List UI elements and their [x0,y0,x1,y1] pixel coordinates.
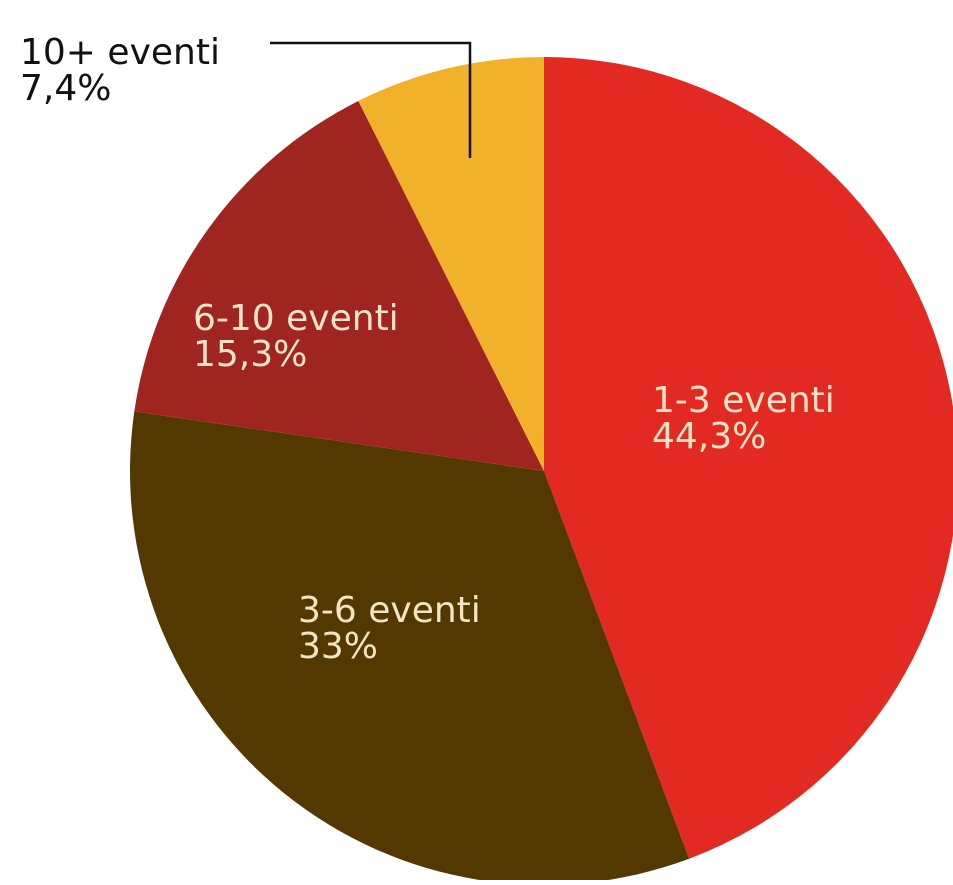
pie-slice-6-10-eventi [134,100,544,471]
leader-lines-layer [270,41,472,158]
slice-label: 10+ eventi 7,4% [20,32,220,109]
pie-slice-3-6-eventi [130,411,690,885]
pie-slice-1-3-eventi [544,57,953,859]
leader-line [270,41,472,158]
pie-slice-10-eventi [358,57,544,471]
slice-category-label: 1-3 eventi [652,380,835,421]
slice-value-label: 7,4% [20,68,111,109]
labels-layer: 1-3 eventi 44,3%3-6 eventi 33%6-10 eventi 1… [20,32,835,667]
slice-category-label: 3-6 eventi [298,590,481,631]
slice-value-label: 15,3% [193,334,307,375]
slice-label: 1-3 eventi 44,3% [652,380,835,457]
slices-layer [130,57,953,885]
slice-category-label: 6-10 eventi [193,298,399,339]
slice-value-label: 33% [298,626,378,667]
slice-category-label: 10+ eventi [20,32,220,73]
slice-label: 3-6 eventi 33% [298,590,481,667]
slice-value-label: 44,3% [652,416,766,457]
slice-label: 6-10 eventi 15,3% [193,298,399,375]
